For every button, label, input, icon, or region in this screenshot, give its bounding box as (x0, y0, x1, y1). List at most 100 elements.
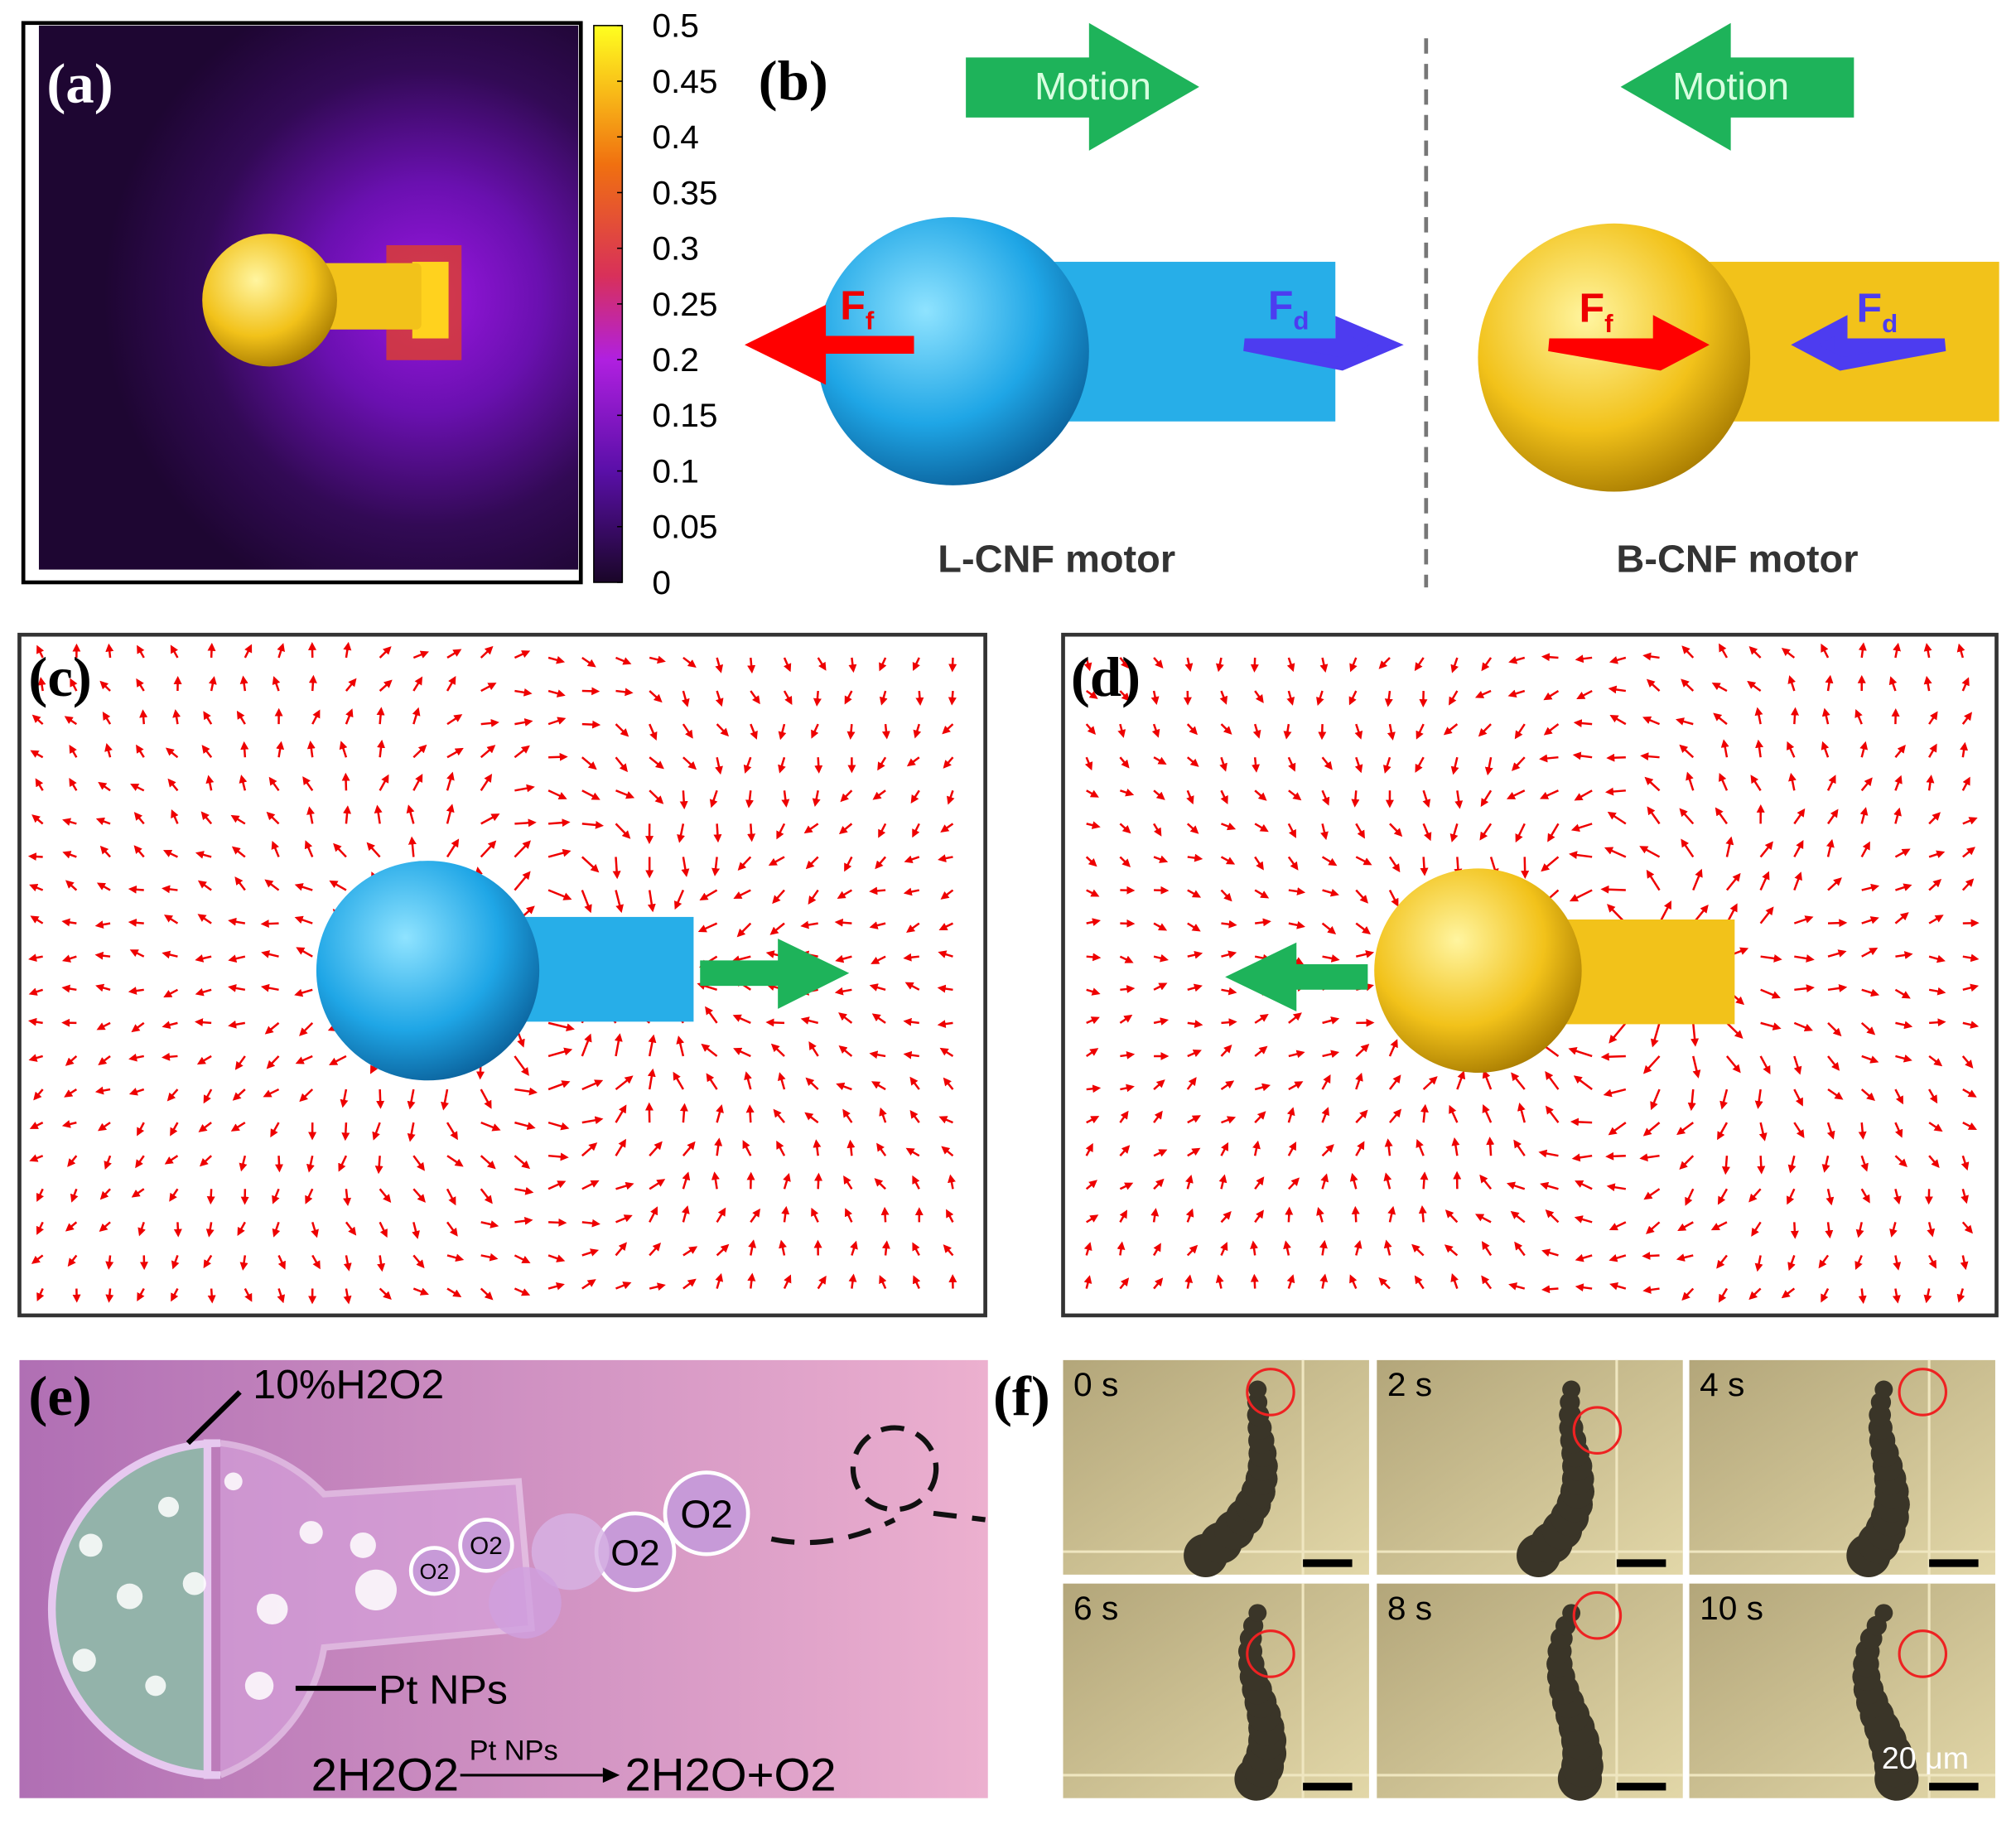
flow-arrow (778, 756, 786, 774)
flow-arrow (1928, 850, 1946, 858)
scale-bar (1616, 1559, 1666, 1567)
flow-arrow (162, 885, 178, 894)
flow-arrow (1573, 719, 1593, 727)
flow-arrow (705, 1006, 718, 1024)
flow-arrow (172, 709, 181, 725)
flow-arrow (1893, 1188, 1902, 1205)
flow-arrow (1254, 889, 1270, 899)
flow-arrow (379, 679, 393, 692)
flow-arrow (1221, 822, 1237, 831)
flow-arrow (376, 707, 385, 725)
flow-arrow (781, 790, 790, 808)
flow-arrow (1187, 922, 1201, 932)
flow-arrow (1961, 1188, 1969, 1204)
flow-arrow (649, 1243, 662, 1257)
flow-arrow (1450, 1273, 1459, 1289)
flow-arrow (1286, 1107, 1295, 1123)
flow-arrow (30, 750, 44, 759)
particle (1562, 1380, 1581, 1399)
flow-arrow (649, 1206, 658, 1223)
flow-arrow (1726, 1021, 1744, 1039)
flow-arrow (840, 789, 853, 803)
flow-arrow (1961, 1221, 1973, 1234)
flow-arrow (1221, 987, 1237, 996)
flow-arrow (1861, 947, 1879, 958)
flow-arrow (581, 789, 600, 800)
flow-arrow (169, 1188, 179, 1202)
flow-arrow (615, 656, 632, 665)
motor-head (817, 217, 1089, 485)
flow-arrow (1748, 1188, 1762, 1203)
flow-arrow (938, 854, 953, 862)
flow-arrow (1187, 1115, 1201, 1124)
force-label: Fd (1268, 282, 1309, 335)
flow-arrow (67, 1254, 78, 1267)
flow-arrow (343, 805, 352, 824)
flow-arrow (844, 856, 853, 872)
flow-arrow (778, 723, 787, 741)
flow-arrow (834, 918, 852, 927)
flow-arrow (480, 813, 500, 825)
flow-arrow (1608, 1253, 1627, 1262)
flow-arrow (1759, 841, 1773, 858)
flow-arrow (1962, 1088, 1977, 1098)
flow-arrow (1893, 807, 1902, 824)
flow-arrow (1422, 823, 1432, 842)
flow-arrow (412, 676, 423, 692)
flow-arrow (1575, 654, 1593, 664)
flow-arrow (1711, 683, 1728, 693)
flow-arrow (480, 745, 496, 759)
flow-arrow (681, 1205, 690, 1223)
flow-arrow (1543, 723, 1560, 736)
panel-label: (d) (1071, 646, 1141, 708)
flow-arrow (682, 656, 697, 669)
flow-arrow (1645, 1221, 1661, 1234)
flow-field (1083, 642, 1980, 1305)
flow-arrow (1355, 1141, 1365, 1156)
flow-arrow (1355, 1072, 1363, 1090)
particle (1874, 1604, 1893, 1622)
flow-arrow (105, 1288, 114, 1303)
flow-arrow (547, 689, 566, 697)
flow-arrow (747, 823, 756, 842)
flow-arrow (305, 1188, 314, 1204)
flow-arrow (105, 1255, 114, 1270)
flow-arrow (742, 1140, 752, 1156)
flow-arrow (203, 1254, 213, 1269)
flow-arrow (1609, 1282, 1627, 1291)
flow-arrow (1153, 657, 1164, 669)
flow-arrow (1644, 776, 1661, 792)
flow-arrow (679, 1103, 688, 1123)
time-label: 0 s (1073, 1365, 1118, 1403)
flow-arrow (1085, 723, 1097, 736)
flow-arrow (547, 655, 566, 664)
flow-arrow (1288, 1012, 1302, 1024)
flow-arrow (1481, 1275, 1493, 1290)
flow-arrow (733, 1047, 751, 1058)
flow-arrow (804, 1112, 819, 1124)
flow-arrow (800, 920, 818, 929)
flow-arrow (268, 776, 280, 792)
flow-arrow (848, 1273, 857, 1289)
flow-arrow (1679, 808, 1695, 825)
flow-arrow (99, 680, 111, 692)
flow-arrow (1929, 1018, 1946, 1027)
flow-arrow (299, 1022, 314, 1036)
flow-arrow (1119, 756, 1130, 769)
flow-arrow (1854, 708, 1863, 725)
colorbar-tick-label: 0.3 (652, 229, 699, 268)
flow-arrow (1923, 675, 1932, 692)
flow-arrow (345, 1221, 357, 1236)
flow-arrow (208, 676, 217, 692)
flow-arrow (748, 1239, 757, 1256)
flow-arrow (1574, 789, 1593, 801)
flow-arrow (682, 723, 693, 739)
flow-arrow (1576, 689, 1593, 700)
tracking-circle (1572, 1406, 1623, 1455)
flow-arrow (673, 1071, 684, 1090)
flow-arrow (1316, 1207, 1324, 1223)
flow-arrow (94, 1086, 111, 1095)
force-label: Ff (1580, 285, 1614, 338)
flow-arrow (195, 987, 212, 997)
flow-arrow (1604, 847, 1627, 858)
